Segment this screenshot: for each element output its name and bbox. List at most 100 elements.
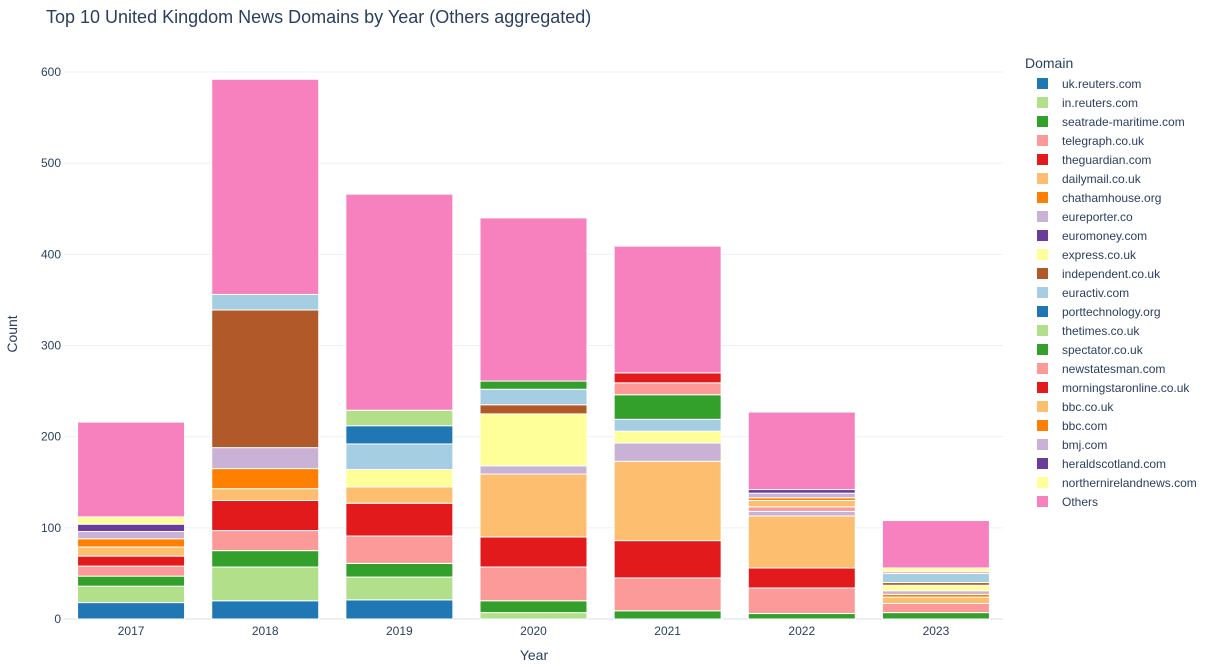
legend-item[interactable]: bbc.co.uk — [1037, 400, 1114, 414]
legend-swatch — [1037, 211, 1048, 222]
bar-segment[interactable] — [747, 613, 856, 620]
bar-segment[interactable] — [479, 465, 588, 475]
bar-segment[interactable] — [881, 567, 990, 573]
bar-segment[interactable] — [211, 550, 320, 568]
bar-segment[interactable] — [211, 293, 320, 311]
bar-segment[interactable] — [613, 372, 722, 384]
legend-item[interactable]: independent.co.uk — [1037, 267, 1161, 281]
bar-segment[interactable] — [747, 411, 856, 491]
legend-item[interactable]: seatrade-maritime.com — [1037, 115, 1185, 129]
legend-item[interactable]: thetimes.co.uk — [1037, 324, 1140, 338]
legend-item[interactable]: dailymail.co.uk — [1037, 172, 1142, 186]
bar-segment[interactable] — [345, 535, 454, 564]
bar-segment[interactable] — [77, 602, 186, 620]
bar-segment[interactable] — [613, 577, 722, 612]
legend-item[interactable]: northernirelandnews.com — [1037, 476, 1197, 490]
bar-segment[interactable] — [747, 499, 856, 508]
legend-item[interactable]: in.reuters.com — [1037, 96, 1138, 110]
legend-item[interactable]: bbc.com — [1037, 419, 1107, 433]
legend-item[interactable]: euromoney.com — [1037, 229, 1147, 243]
bar-segment[interactable] — [211, 566, 320, 602]
bar-segment[interactable] — [479, 217, 588, 382]
bar-segment[interactable] — [613, 245, 722, 374]
bar-segment[interactable] — [77, 421, 186, 518]
bar-segment[interactable] — [345, 443, 454, 470]
bar-segment[interactable] — [881, 612, 990, 620]
legend-label: euractiv.com — [1062, 286, 1129, 300]
bar-segment[interactable] — [747, 492, 856, 499]
legend-item[interactable]: euractiv.com — [1037, 286, 1129, 300]
bar-segment[interactable] — [211, 488, 320, 501]
legend-item[interactable]: telegraph.co.uk — [1037, 134, 1145, 148]
bar-segment[interactable] — [77, 555, 186, 567]
legend-item[interactable]: morningstaronline.co.uk — [1037, 381, 1190, 395]
bar-segment[interactable] — [747, 567, 856, 589]
bar-segment[interactable] — [77, 575, 186, 587]
bar-segment[interactable] — [613, 540, 722, 579]
bar-segment[interactable] — [881, 520, 990, 569]
bar-segment[interactable] — [479, 612, 588, 620]
bar-segment[interactable] — [77, 565, 186, 577]
bar-segment[interactable] — [613, 430, 722, 444]
bar-segment[interactable] — [345, 409, 454, 427]
legend-item[interactable]: eureporter.co — [1037, 210, 1133, 224]
bar-segment[interactable] — [881, 603, 990, 614]
bar-segment[interactable] — [479, 473, 588, 538]
bar-segment[interactable] — [77, 585, 186, 604]
bar-segment[interactable] — [613, 610, 722, 620]
bar-segment[interactable] — [747, 506, 856, 512]
bar-segment[interactable] — [747, 510, 856, 517]
legend-item[interactable]: spectator.co.uk — [1037, 343, 1144, 357]
legend-item[interactable]: uk.reuters.com — [1037, 77, 1141, 91]
bar-segment[interactable] — [613, 442, 722, 462]
bar-segment[interactable] — [881, 572, 990, 584]
bar-segment[interactable] — [479, 404, 588, 415]
bar-segment[interactable] — [211, 468, 320, 490]
bar-segment[interactable] — [345, 425, 454, 445]
bar-segment[interactable] — [747, 489, 856, 494]
bar-segment[interactable] — [881, 596, 990, 605]
legend-item[interactable]: porttechnology.org — [1037, 305, 1161, 319]
bar-segment[interactable] — [747, 587, 856, 615]
bar-segment[interactable] — [613, 394, 722, 420]
bar-segment[interactable] — [77, 546, 186, 557]
bar-segment[interactable] — [211, 499, 320, 532]
legend-item[interactable]: Others — [1037, 495, 1098, 509]
bar-segment[interactable] — [77, 530, 186, 540]
bar-segment[interactable] — [613, 382, 722, 396]
bar-segment[interactable] — [345, 193, 454, 411]
bar-segment[interactable] — [479, 380, 588, 390]
legend-item[interactable]: express.co.uk — [1037, 248, 1137, 262]
bar-segment[interactable] — [479, 536, 588, 568]
bar-segment[interactable] — [613, 460, 722, 542]
bar-segment[interactable] — [881, 590, 990, 595]
bar-segment[interactable] — [479, 566, 588, 602]
legend-item[interactable]: bmj.com — [1037, 438, 1107, 452]
x-tick-label: 2018 — [252, 624, 279, 638]
bar-segment[interactable] — [479, 413, 588, 467]
bar-segment[interactable] — [211, 78, 320, 295]
legend-item[interactable]: theguardian.com — [1037, 153, 1151, 167]
bar-segment[interactable] — [211, 309, 320, 449]
bar-segment[interactable] — [77, 538, 186, 548]
legend-item[interactable]: newstatesman.com — [1037, 362, 1165, 376]
bar-segment[interactable] — [77, 516, 186, 525]
bar-segment[interactable] — [211, 530, 320, 552]
bar-segment[interactable] — [881, 584, 990, 592]
legend-item[interactable]: heraldscotland.com — [1037, 457, 1166, 471]
bar-segment[interactable] — [345, 486, 454, 504]
bar-segment[interactable] — [613, 418, 722, 432]
bar-segment[interactable] — [211, 600, 320, 620]
bar-segment[interactable] — [747, 515, 856, 569]
bar-segment[interactable] — [345, 562, 454, 578]
bar-segment[interactable] — [479, 600, 588, 614]
bar-segment[interactable] — [345, 502, 454, 537]
bar-segment[interactable] — [77, 523, 186, 532]
bar-segment[interactable] — [345, 468, 454, 488]
bar-segment[interactable] — [345, 599, 454, 620]
legend-swatch — [1037, 287, 1048, 298]
legend-item[interactable]: chathamhouse.org — [1037, 191, 1161, 205]
bar-segment[interactable] — [479, 388, 588, 406]
bar-segment[interactable] — [345, 576, 454, 601]
bar-segment[interactable] — [211, 447, 320, 470]
